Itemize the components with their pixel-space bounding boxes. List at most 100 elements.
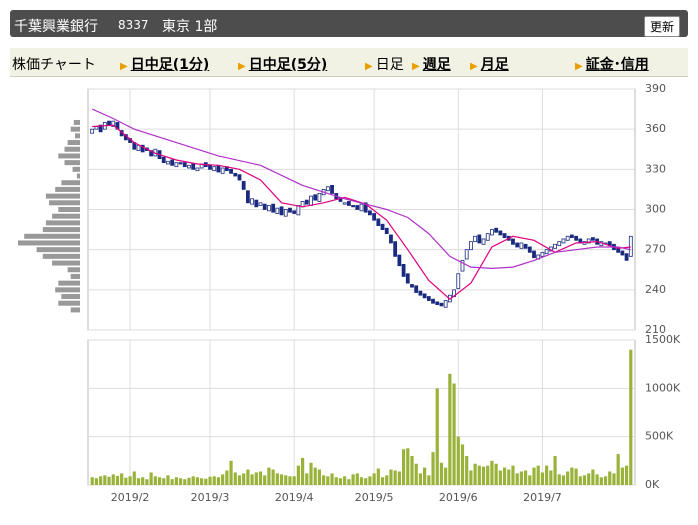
volume-bar — [128, 476, 132, 485]
candle — [498, 230, 503, 236]
tab[interactable]: 日中足(1分) — [130, 57, 210, 73]
volume-bar — [616, 454, 620, 485]
candle — [376, 218, 381, 226]
candle — [220, 167, 225, 174]
candle — [90, 128, 95, 134]
tab-row: 株価チャート ▶ 日中足(1分) ▶ 日中足(5分) ▶ 日足 ▶ 週足 ▶ 月足 ▶ 証金… — [10, 48, 688, 77]
candle — [456, 273, 461, 289]
volume-bar — [120, 473, 124, 485]
volume-bar — [246, 469, 250, 485]
refresh-button[interactable]: 更新 — [643, 16, 680, 37]
volume-bar — [410, 456, 414, 485]
candle — [410, 284, 414, 288]
candle — [136, 144, 141, 151]
candle — [208, 164, 212, 170]
y-tick-label: 330 — [645, 162, 666, 175]
candle — [296, 205, 301, 216]
candle — [553, 243, 557, 249]
volume-bar — [376, 468, 380, 485]
volume-bar — [397, 471, 401, 485]
volume-bar — [465, 456, 469, 485]
tab[interactable]: 日中足(5分) — [248, 57, 328, 73]
candle — [460, 259, 465, 272]
candle — [271, 203, 276, 213]
price-volume-bar — [72, 166, 80, 172]
tab[interactable]: 週足 — [422, 57, 451, 73]
candle — [494, 227, 499, 233]
volume-tick-label: 0K — [645, 478, 660, 491]
candle — [368, 210, 372, 216]
volume-bar — [574, 468, 578, 485]
volume-bar — [141, 477, 145, 485]
candle — [241, 180, 246, 190]
candle — [464, 249, 469, 260]
volume-bar — [612, 473, 616, 485]
candle — [477, 234, 482, 244]
volume-bar — [439, 462, 444, 485]
volume-bar — [166, 475, 170, 485]
candle — [359, 203, 364, 212]
candle — [330, 184, 334, 194]
volume-bar — [267, 467, 271, 485]
volume-bar — [524, 470, 528, 485]
candle — [275, 207, 280, 214]
candle — [313, 194, 318, 201]
candle — [288, 207, 292, 213]
volume-bar — [212, 476, 216, 485]
candle — [98, 124, 103, 133]
volume-bar — [296, 465, 300, 485]
volume-bar — [334, 477, 338, 485]
volume-bar — [532, 467, 536, 485]
candle — [292, 210, 297, 214]
candle — [258, 202, 263, 206]
candle — [140, 144, 145, 153]
volume-bar — [136, 478, 141, 485]
price-volume-bar — [70, 307, 80, 313]
candle — [170, 159, 175, 166]
candle — [262, 203, 267, 210]
moving-average — [92, 124, 631, 300]
volume-bar — [317, 469, 322, 485]
volume-bar — [540, 472, 545, 485]
price-volume-bar — [73, 119, 80, 125]
volume-bar — [490, 460, 494, 485]
volume-bar — [254, 472, 258, 485]
candle — [355, 205, 360, 210]
price-volume-bar — [52, 260, 80, 266]
candle — [166, 160, 170, 165]
volume-bar — [452, 383, 456, 485]
company-name: 千葉興業銀行 — [14, 19, 98, 35]
volume-bar — [380, 477, 385, 485]
tab-label: 株価チャート — [12, 57, 96, 73]
candle — [212, 166, 217, 172]
volume-bar — [561, 475, 566, 485]
price-volume-bar — [67, 140, 80, 146]
tab[interactable]: 証金･信用 — [585, 57, 649, 73]
volume-bar — [347, 479, 351, 485]
volume-bar — [271, 469, 275, 485]
volume-bar — [599, 477, 603, 485]
volume-bar — [132, 471, 136, 485]
tab[interactable]: 月足 — [480, 57, 509, 73]
candle — [557, 241, 562, 247]
candle — [187, 164, 191, 169]
candle — [620, 250, 625, 256]
volume-bar — [292, 476, 296, 485]
price-volume-bar — [58, 153, 80, 159]
volume-bar — [313, 467, 317, 485]
price-volume-bar — [67, 267, 80, 273]
candle — [439, 302, 444, 307]
volume-bar — [263, 475, 267, 485]
y-tick-label: 240 — [645, 283, 666, 296]
volume-bar — [486, 465, 490, 485]
volume-bar — [90, 477, 94, 485]
volume-bar — [178, 478, 183, 485]
candle — [591, 237, 595, 241]
volume-bar — [460, 444, 465, 485]
volume-bar — [502, 467, 507, 485]
y-tick-label: 270 — [645, 243, 666, 256]
candle — [363, 202, 368, 213]
price-volume-bar — [55, 287, 80, 293]
price-volume-bar — [76, 173, 80, 179]
